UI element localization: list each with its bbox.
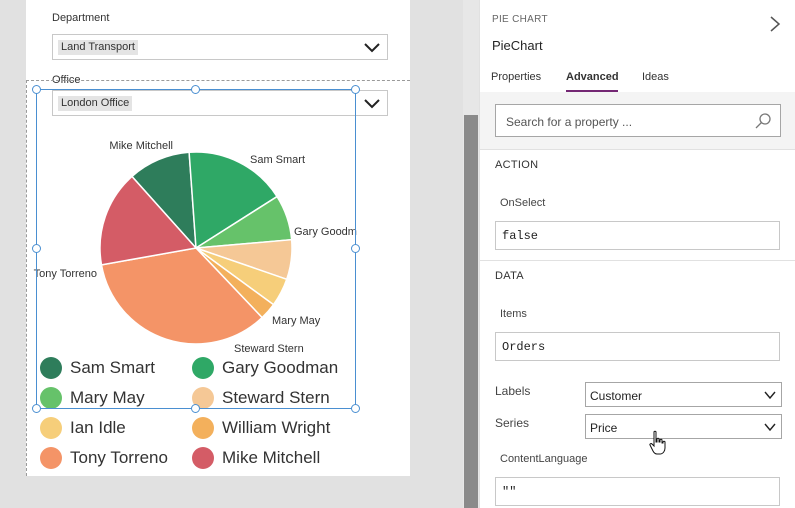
- onselect-value: false: [502, 229, 539, 243]
- legend-swatch: [40, 447, 62, 469]
- legend-swatch: [192, 447, 214, 469]
- pie-slice[interactable]: [99, 175, 198, 266]
- department-value: Land Transport: [58, 40, 138, 55]
- office-label: Office: [52, 74, 81, 86]
- active-tab-indicator: [566, 90, 618, 92]
- onselect-label: OnSelect: [500, 197, 546, 209]
- legend-item: Mike Mitchell: [192, 446, 320, 470]
- items-label: Items: [500, 308, 527, 320]
- series-dropdown[interactable]: Price: [585, 414, 782, 439]
- legend-swatch: [192, 357, 214, 379]
- legend-label: Mike Mitchell: [222, 448, 321, 467]
- legend-label: Tony Torreno: [70, 448, 168, 467]
- legend-item: William Wright: [192, 416, 330, 440]
- legend-item: Gary Goodman: [192, 356, 338, 380]
- legend-label: Ian Idle: [70, 418, 126, 437]
- legend-item: Mary May: [40, 386, 145, 410]
- control-type-label: PIE CHART: [492, 14, 548, 25]
- legend-swatch: [40, 387, 62, 409]
- resize-handle-top-left[interactable]: [32, 85, 41, 94]
- legend-swatch: [192, 387, 214, 409]
- legend-item: Sam Smart: [40, 356, 155, 380]
- legend-label: Sam Smart: [70, 358, 156, 377]
- tab-ideas[interactable]: Ideas: [642, 71, 669, 83]
- department-dropdown[interactable]: Land Transport: [52, 34, 388, 60]
- office-value: London Office: [58, 96, 133, 111]
- properties-panel: PIE CHART PieChart Properties Advanced I…: [480, 0, 795, 508]
- pie-chart[interactable]: Sam Smart Gary Goodm Mary May Steward Stern…: [26, 120, 410, 360]
- scrollbar-thumb[interactable]: [464, 115, 478, 508]
- contentlanguage-formula[interactable]: "": [495, 477, 780, 506]
- legend-swatch: [40, 357, 62, 379]
- resize-handle-bottom[interactable]: [191, 404, 200, 413]
- slice-label: Steward Stern: [234, 343, 304, 355]
- tab-advanced[interactable]: Advanced: [566, 71, 619, 83]
- property-search-input[interactable]: Search for a property ...: [495, 104, 781, 137]
- resize-handle-top[interactable]: [191, 85, 200, 94]
- slice-label: Gary Goodm: [294, 226, 357, 238]
- hand-pointer-icon: [649, 430, 666, 455]
- legend-label: Mary May: [70, 388, 145, 407]
- slice-label: Tony Torreno: [34, 268, 97, 280]
- labels-label: Labels: [495, 384, 531, 398]
- chevron-right-icon[interactable]: [768, 14, 782, 34]
- section-action: ACTION: [495, 159, 539, 171]
- pie-slice[interactable]: [188, 151, 279, 250]
- slice-label: Sam Smart: [250, 154, 305, 166]
- legend-label: Gary Goodman: [222, 358, 339, 377]
- canvas-scrollbar[interactable]: [463, 0, 479, 508]
- department-label: Department: [52, 12, 110, 24]
- legend-item: Steward Stern: [192, 386, 330, 410]
- control-name[interactable]: PieChart: [492, 38, 543, 53]
- legend-item: Ian Idle: [40, 416, 126, 440]
- resize-handle-right[interactable]: [351, 244, 360, 253]
- tab-properties[interactable]: Properties: [491, 71, 542, 83]
- items-formula[interactable]: Orders: [495, 332, 780, 361]
- search-area: Search for a property ...: [480, 92, 795, 150]
- legend-label: Steward Stern: [222, 388, 330, 407]
- chevron-down-icon: [764, 391, 776, 400]
- series-label: Series: [495, 416, 530, 430]
- pie-slice[interactable]: [100, 247, 264, 345]
- resize-handle-bottom-right[interactable]: [351, 404, 360, 413]
- labels-value: Customer: [590, 389, 643, 403]
- onselect-formula[interactable]: false: [495, 221, 780, 250]
- legend-swatch: [40, 417, 62, 439]
- items-value: Orders: [502, 340, 546, 354]
- contentlanguage-label: ContentLanguage: [500, 453, 588, 465]
- section-data: DATA: [495, 270, 524, 282]
- contentlanguage-value: "": [502, 485, 517, 499]
- slice-label: Mary May: [272, 315, 321, 327]
- legend-item: Tony Torreno: [40, 446, 168, 470]
- search-placeholder: Search for a property ...: [506, 115, 633, 129]
- office-dropdown[interactable]: London Office: [52, 90, 388, 116]
- legend-label: William Wright: [222, 418, 331, 437]
- section-divider: [480, 260, 795, 261]
- resize-handle-left[interactable]: [32, 244, 41, 253]
- search-icon: [755, 113, 771, 129]
- slice-label: Mike Mitchell: [109, 140, 173, 152]
- labels-dropdown[interactable]: Customer: [585, 382, 782, 407]
- chevron-down-icon: [364, 99, 380, 109]
- series-value: Price: [590, 421, 618, 435]
- chevron-down-icon: [364, 43, 380, 53]
- chevron-down-icon: [764, 423, 776, 432]
- resize-handle-top-right[interactable]: [351, 85, 360, 94]
- legend-swatch: [192, 417, 214, 439]
- resize-handle-bottom-left[interactable]: [32, 404, 41, 413]
